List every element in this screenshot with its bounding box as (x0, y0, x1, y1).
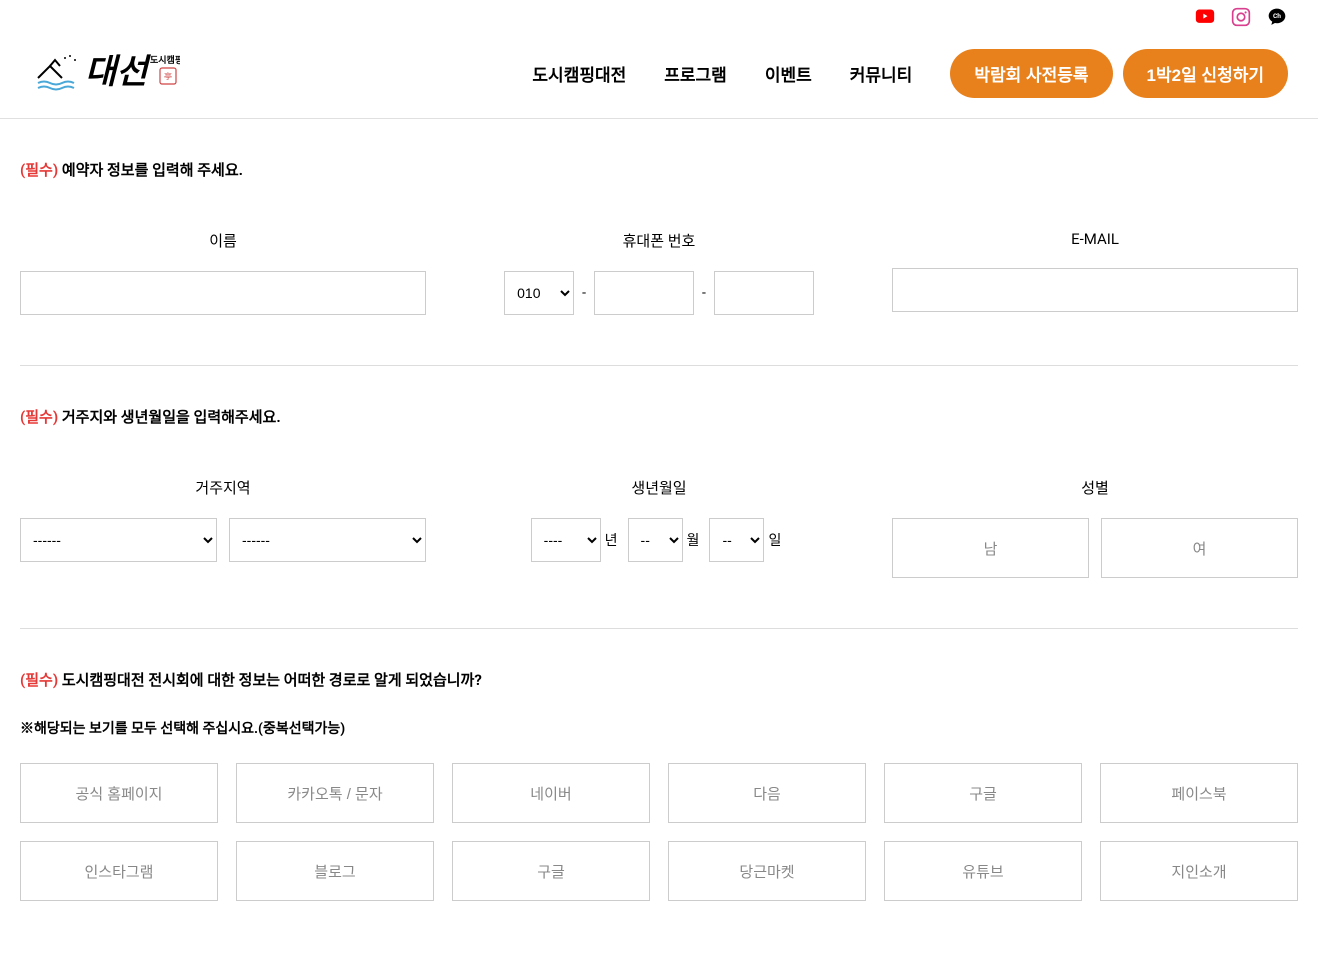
region-select-1[interactable]: ------ (20, 518, 217, 562)
section-subtitle: ※해당되는 보기를 모두 선택해 주십시요.(중복선택가능) (20, 718, 1298, 738)
form-group-email: E-MAIL (892, 230, 1298, 315)
chat-icon[interactable]: Ch (1266, 6, 1288, 28)
nav-item-community[interactable]: 커뮤니티 (850, 61, 913, 86)
phone-label: 휴대폰 번호 (623, 230, 696, 251)
birth-month-select[interactable]: -- (628, 518, 683, 562)
name-label: 이름 (209, 230, 237, 251)
phone-group: 010 - - (456, 271, 862, 315)
nav-button-apply[interactable]: 1박2일 신청하기 (1123, 49, 1288, 98)
option-facebook[interactable]: 페이스북 (1100, 763, 1298, 823)
gender-group: 남 여 (892, 518, 1298, 578)
birth-year-select[interactable]: ---- (531, 518, 601, 562)
required-label: (필수) (20, 408, 58, 426)
year-suffix: 년 (605, 530, 618, 550)
divider (20, 365, 1298, 366)
option-daum[interactable]: 다음 (668, 763, 866, 823)
option-friend[interactable]: 지인소개 (1100, 841, 1298, 901)
option-google-2[interactable]: 구글 (452, 841, 650, 901)
gender-label: 성별 (1081, 477, 1109, 498)
email-input[interactable] (892, 268, 1298, 312)
section-title: (필수) 예약자 정보를 입력해 주세요. (20, 159, 1298, 180)
form-row: 이름 휴대폰 번호 010 - - E-MAIL (20, 230, 1298, 315)
divider (20, 628, 1298, 629)
email-label: E-MAIL (1071, 230, 1119, 248)
section-title: (필수) 도시캠핑대전 전시회에 대한 정보는 어떠한 경로로 알게 되었습니까… (20, 669, 1298, 690)
birth-label: 생년월일 (631, 477, 686, 498)
svg-text:도시캠핑: 도시캠핑 (150, 54, 180, 66)
birth-group: ---- 년 -- 월 -- 일 (531, 518, 788, 562)
required-label: (필수) (20, 671, 58, 689)
options-grid: 공식 홈페이지 카카오톡 / 문자 네이버 다음 구글 페이스북 인스타그램 블… (20, 763, 1298, 901)
region-group: ------ ------ (20, 518, 426, 562)
phone-input-2[interactable] (714, 271, 814, 315)
option-instagram[interactable]: 인스타그램 (20, 841, 218, 901)
svg-text:Ch: Ch (1273, 12, 1281, 20)
option-blog[interactable]: 블로그 (236, 841, 434, 901)
form-row: 거주지역 ------ ------ 생년월일 ---- 년 (20, 477, 1298, 578)
form-group-gender: 성별 남 여 (892, 477, 1298, 578)
youtube-icon[interactable] (1194, 6, 1216, 28)
required-label: (필수) (20, 161, 58, 179)
phone-sep: - (582, 285, 586, 301)
nav-button-preregister[interactable]: 박람회 사전등록 (950, 49, 1112, 98)
gender-male-button[interactable]: 남 (892, 518, 1089, 578)
phone-sep: - (702, 285, 706, 301)
section-title-text: 예약자 정보를 입력해 주세요. (62, 161, 243, 179)
option-youtube[interactable]: 유튜브 (884, 841, 1082, 901)
section-residence: (필수) 거주지와 생년월일을 입력해주세요. 거주지역 ------ ----… (20, 406, 1298, 578)
nav-item-program[interactable]: 프로그램 (664, 61, 727, 86)
form-group-region: 거주지역 ------ ------ (20, 477, 426, 578)
birth-day-select[interactable]: -- (709, 518, 764, 562)
logo[interactable]: 대선 도시캠핑 亭 (30, 48, 180, 98)
form-group-name: 이름 (20, 230, 426, 315)
form-group-birth: 생년월일 ---- 년 -- 월 -- 일 (456, 477, 862, 578)
nav-item-event[interactable]: 이벤트 (765, 61, 812, 86)
section-title-text: 거주지와 생년월일을 입력해주세요. (62, 408, 281, 426)
section-reservation: (필수) 예약자 정보를 입력해 주세요. 이름 휴대폰 번호 010 - - (20, 159, 1298, 315)
header: 대선 도시캠핑 亭 도시캠핑대전 프로그램 이벤트 커뮤니티 박람회 사전등록 … (0, 28, 1318, 119)
region-select-2[interactable]: ------ (229, 518, 426, 562)
option-kakao-sms[interactable]: 카카오톡 / 문자 (236, 763, 434, 823)
social-bar: Ch (0, 0, 1318, 28)
name-input[interactable] (20, 271, 426, 315)
day-suffix: 일 (768, 530, 781, 550)
content: (필수) 예약자 정보를 입력해 주세요. 이름 휴대폰 번호 010 - - (0, 119, 1318, 971)
phone-prefix-select[interactable]: 010 (504, 271, 574, 315)
svg-text:대선: 대선 (85, 54, 151, 91)
region-label: 거주지역 (195, 477, 250, 498)
month-suffix: 월 (687, 530, 700, 550)
logo-icon: 대선 도시캠핑 亭 (30, 48, 180, 98)
svg-text:亭: 亭 (164, 71, 172, 81)
section-title-text: 도시캠핑대전 전시회에 대한 정보는 어떠한 경로로 알게 되었습니까? (62, 671, 482, 689)
option-carrot-market[interactable]: 당근마켓 (668, 841, 866, 901)
nav-buttons: 박람회 사전등록 1박2일 신청하기 (950, 49, 1288, 98)
option-official-homepage[interactable]: 공식 홈페이지 (20, 763, 218, 823)
form-group-phone: 휴대폰 번호 010 - - (456, 230, 862, 315)
section-title: (필수) 거주지와 생년월일을 입력해주세요. (20, 406, 1298, 427)
phone-input-1[interactable] (594, 271, 694, 315)
instagram-icon[interactable] (1230, 6, 1252, 28)
nav-item-camping[interactable]: 도시캠핑대전 (532, 61, 626, 86)
option-naver[interactable]: 네이버 (452, 763, 650, 823)
gender-female-button[interactable]: 여 (1101, 518, 1298, 578)
option-google[interactable]: 구글 (884, 763, 1082, 823)
nav: 도시캠핑대전 프로그램 이벤트 커뮤니티 박람회 사전등록 1박2일 신청하기 (532, 49, 1288, 98)
section-referral: (필수) 도시캠핑대전 전시회에 대한 정보는 어떠한 경로로 알게 되었습니까… (20, 669, 1298, 901)
